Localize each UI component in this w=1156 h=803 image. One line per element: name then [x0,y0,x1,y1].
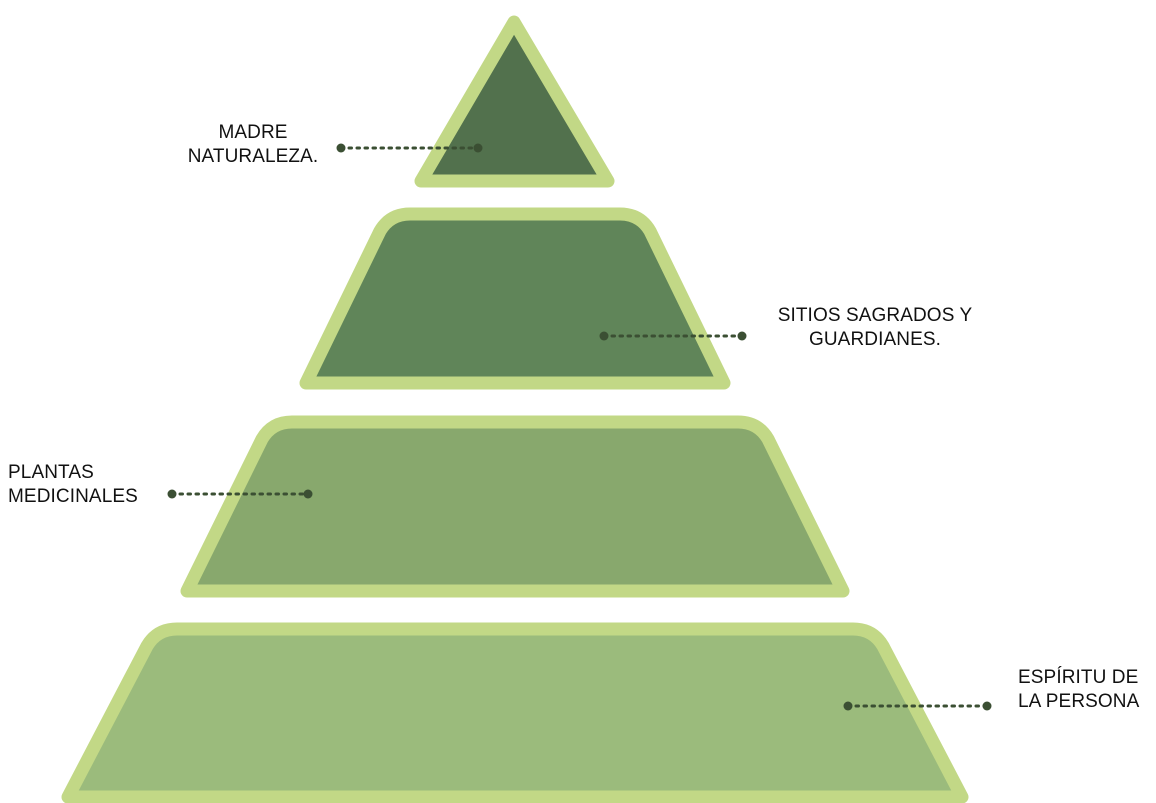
label-line: LA PERSONA [1018,691,1140,712]
connector-espiritu [843,701,992,711]
label-espiritu-persona: ESPÍRITU DE LA PERSONA [1018,666,1154,714]
label-line: NATURALEZA. [187,146,319,167]
label-line: MEDICINALES [8,486,138,507]
label-line: ESPÍRITU DE [1018,667,1139,688]
tier-plantas-medicinales [180,415,850,598]
label-line: PLANTAS [8,462,94,483]
label-plantas-medicinales: PLANTAS MEDICINALES [8,461,168,509]
label-line: SITIOS SAGRADOS Y [777,305,973,326]
label-line: MADRE [218,122,288,143]
tier-madre-naturaleza [414,15,615,188]
label-sitios-sagrados: SITIOS SAGRADOS Y GUARDIANES. [760,304,990,352]
connector-plantas [167,489,313,499]
label-line: GUARDIANES. [808,329,941,350]
connector-sitios [599,331,747,341]
tier-sitios-sagrados [299,207,731,390]
label-madre-naturaleza: MADRE NATURALEZA. [168,121,338,169]
connector-madre [336,143,483,153]
tier-espiritu-persona [61,622,969,803]
